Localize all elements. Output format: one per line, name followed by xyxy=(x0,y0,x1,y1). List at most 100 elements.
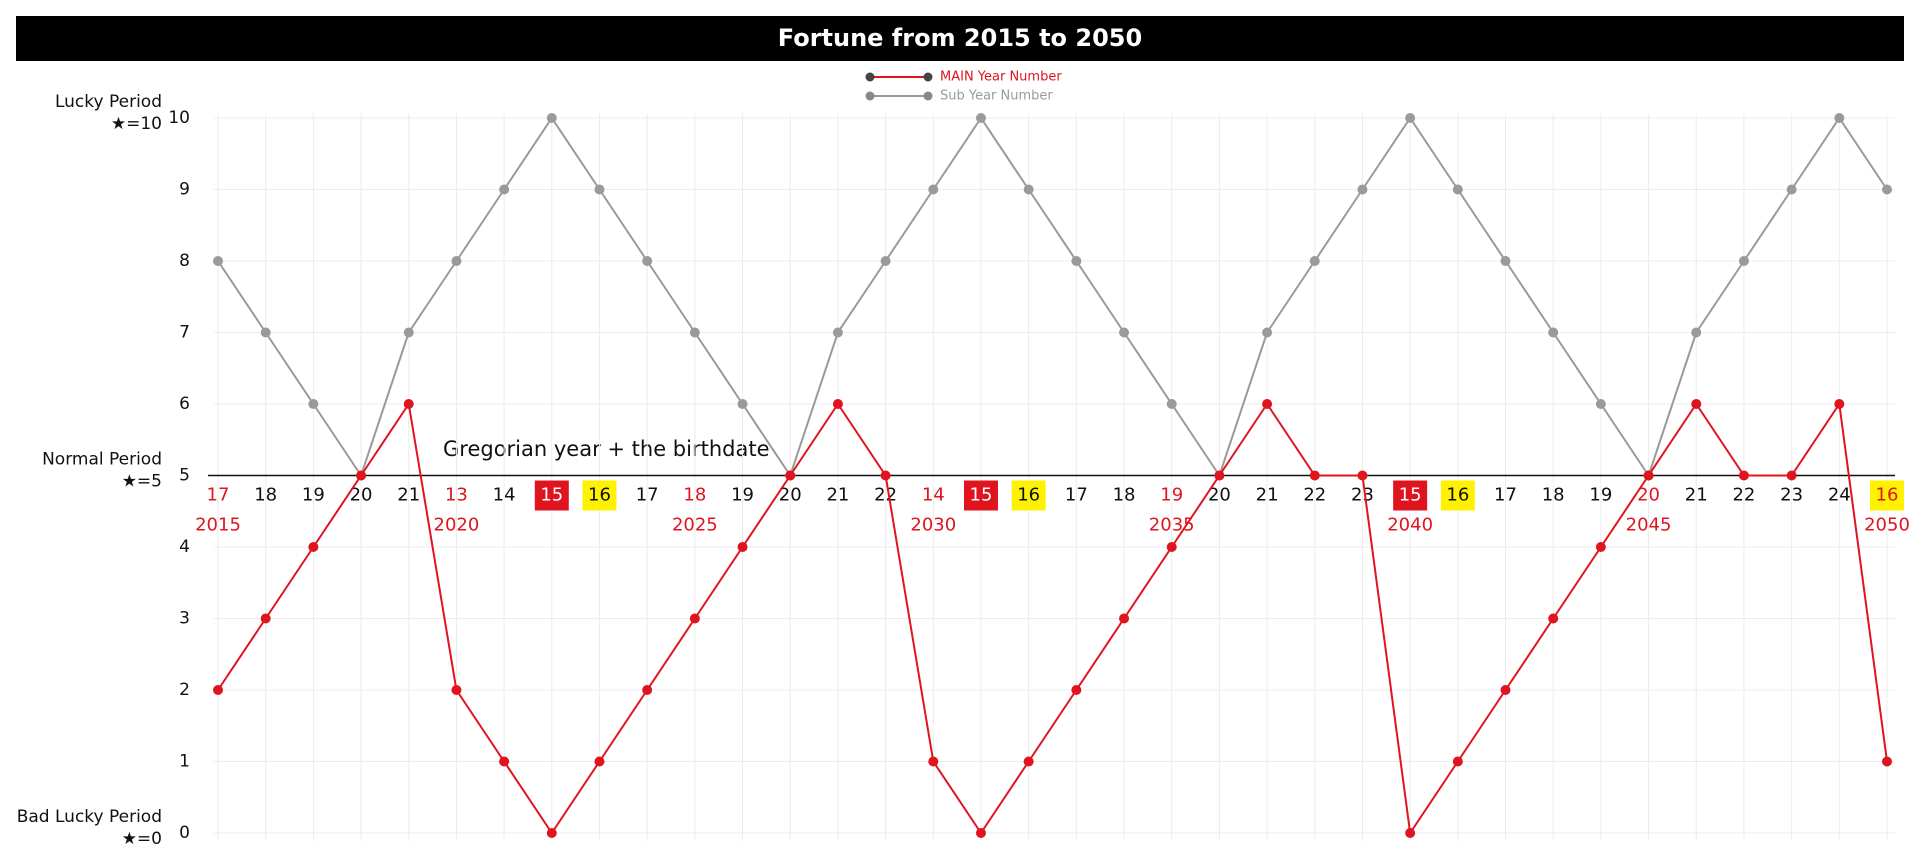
data-point xyxy=(499,756,510,767)
year-number: 17 xyxy=(636,485,659,506)
data-point xyxy=(880,470,891,481)
highlight-box xyxy=(534,480,569,511)
y-tick-label: 8 xyxy=(179,251,190,271)
data-point xyxy=(1595,399,1606,409)
year-number: 16 xyxy=(1876,485,1899,506)
data-point xyxy=(1023,756,1034,767)
data-point xyxy=(928,184,939,195)
year-number: 22 xyxy=(1732,485,1755,506)
data-point xyxy=(1119,613,1130,624)
y-tick-label: 10 xyxy=(168,108,190,128)
year-number: 21 xyxy=(826,485,849,506)
data-point xyxy=(499,184,510,195)
data-point xyxy=(880,256,891,266)
data-point xyxy=(1309,256,1320,266)
period-name: Bad Lucky Period xyxy=(17,807,162,827)
year-number: 23 xyxy=(1780,485,1803,506)
period-name: Lucky Period xyxy=(55,92,162,112)
data-point xyxy=(975,113,986,123)
data-point xyxy=(356,470,367,481)
year-number: 21 xyxy=(1685,485,1708,506)
year-number: 18 xyxy=(1542,485,1565,506)
data-point xyxy=(451,685,462,695)
data-point xyxy=(1500,685,1511,695)
data-point xyxy=(1786,470,1797,481)
data-point xyxy=(1548,613,1559,624)
legend-marker xyxy=(865,72,875,82)
year-number: 20 xyxy=(779,485,802,506)
year-number: 16 xyxy=(1017,485,1040,506)
period-star: ★=10 xyxy=(111,114,162,134)
data-point xyxy=(1357,184,1368,195)
data-point xyxy=(1262,327,1273,338)
data-point xyxy=(1786,184,1797,195)
year-number: 16 xyxy=(588,485,611,506)
data-point xyxy=(308,542,319,552)
series-line xyxy=(217,401,1888,836)
legend-marker xyxy=(923,72,933,82)
x-tick-label: 2050 xyxy=(1864,515,1910,536)
data-point xyxy=(1882,184,1892,195)
year-number: 19 xyxy=(1589,485,1612,506)
data-point xyxy=(975,828,986,838)
data-point xyxy=(594,756,605,767)
data-point xyxy=(1309,470,1320,481)
data-point xyxy=(1405,828,1416,838)
data-point xyxy=(737,542,748,552)
data-point xyxy=(689,327,700,338)
data-point xyxy=(1405,113,1416,123)
data-point xyxy=(1071,256,1082,266)
highlight-box xyxy=(1393,480,1428,511)
data-point xyxy=(1166,542,1177,552)
highlight-box xyxy=(582,480,617,511)
data-point xyxy=(403,327,414,338)
data-point xyxy=(403,399,414,409)
year-number: 16 xyxy=(1446,485,1469,506)
data-point xyxy=(1738,470,1749,481)
year-number: 18 xyxy=(1113,485,1136,506)
highlight-box xyxy=(1011,480,1046,511)
chart-title: Fortune from 2015 to 2050 xyxy=(778,24,1142,52)
legend-marker xyxy=(923,91,933,101)
year-number: 15 xyxy=(540,485,563,506)
year-number: 19 xyxy=(1160,485,1183,506)
year-number: 21 xyxy=(397,485,420,506)
data-point xyxy=(1500,256,1511,266)
highlight-box xyxy=(963,480,998,511)
data-point xyxy=(1643,470,1654,481)
data-point xyxy=(451,256,462,266)
y-tick-label: 5 xyxy=(179,466,190,486)
data-point xyxy=(642,685,653,695)
data-point xyxy=(1882,756,1892,767)
data-point xyxy=(1834,113,1845,123)
y-tick-label: 7 xyxy=(179,323,190,343)
year-number: 14 xyxy=(493,485,516,506)
series-line xyxy=(217,116,1888,478)
title-bar xyxy=(16,16,1904,61)
year-number: 19 xyxy=(302,485,325,506)
highlight-box xyxy=(1870,480,1904,511)
year-number: 22 xyxy=(1303,485,1326,506)
data-point xyxy=(1548,327,1559,338)
data-point xyxy=(928,756,939,767)
data-point xyxy=(546,113,557,123)
data-point xyxy=(546,828,557,838)
data-point xyxy=(1691,327,1702,338)
y-tick-label: 4 xyxy=(179,537,190,557)
year-number: 14 xyxy=(922,485,945,506)
year-number: 13 xyxy=(445,485,468,506)
year-number: 18 xyxy=(254,485,277,506)
data-point xyxy=(594,184,605,195)
period-star: ★=5 xyxy=(122,472,162,492)
y-tick-label: 6 xyxy=(179,394,190,414)
data-point xyxy=(737,399,748,409)
period-star: ★=0 xyxy=(122,829,162,849)
year-number: 15 xyxy=(970,485,993,506)
data-point xyxy=(1166,399,1177,409)
year-number: 20 xyxy=(1637,485,1660,506)
data-point xyxy=(1834,399,1845,409)
data-point xyxy=(689,613,700,624)
year-number: 20 xyxy=(1208,485,1231,506)
data-point xyxy=(1452,756,1463,767)
legend-label: Sub Year Number xyxy=(940,89,1053,104)
